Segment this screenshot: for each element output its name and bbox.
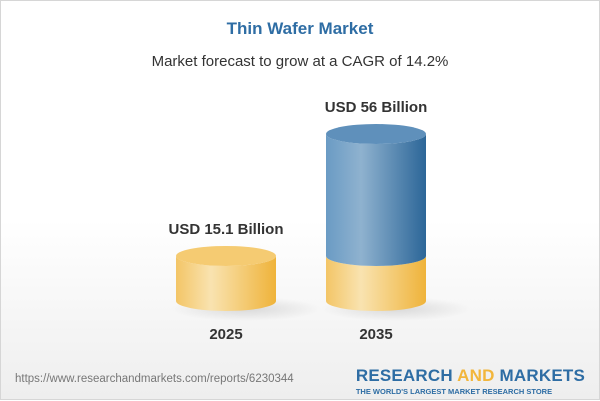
cylinder-base-segment-2035	[326, 255, 426, 311]
chart-subtitle: Market forecast to grow at a CAGR of 14.…	[151, 53, 449, 70]
cylinder-growth-segment-2035	[326, 134, 426, 266]
chart-title: Thin Wafer Market	[226, 19, 374, 38]
data-label-2035: USD 56 Billion	[325, 99, 428, 116]
logo-and: AND	[457, 366, 495, 385]
logo-research: RESEARCH	[355, 366, 453, 385]
cylinder-top-2035	[326, 124, 426, 144]
cylinder-base-segment-2025	[176, 255, 276, 311]
data-label-2025: USD 15.1 Billion	[168, 221, 283, 238]
logo-markets: MARKETS	[499, 366, 585, 385]
category-label-2025: 2025	[209, 326, 242, 343]
logo-tagline: THE WORLD'S LARGEST MARKET RESEARCH STOR…	[355, 387, 553, 396]
source-url[interactable]: https://www.researchandmarkets.com/repor…	[15, 373, 294, 385]
category-label-2035: 2035	[359, 326, 392, 343]
cylinder-top-2025	[176, 245, 276, 266]
research-and-markets-logo: RESEARCH AND MARKETS THE WORLD'S LARGEST…	[356, 366, 585, 396]
